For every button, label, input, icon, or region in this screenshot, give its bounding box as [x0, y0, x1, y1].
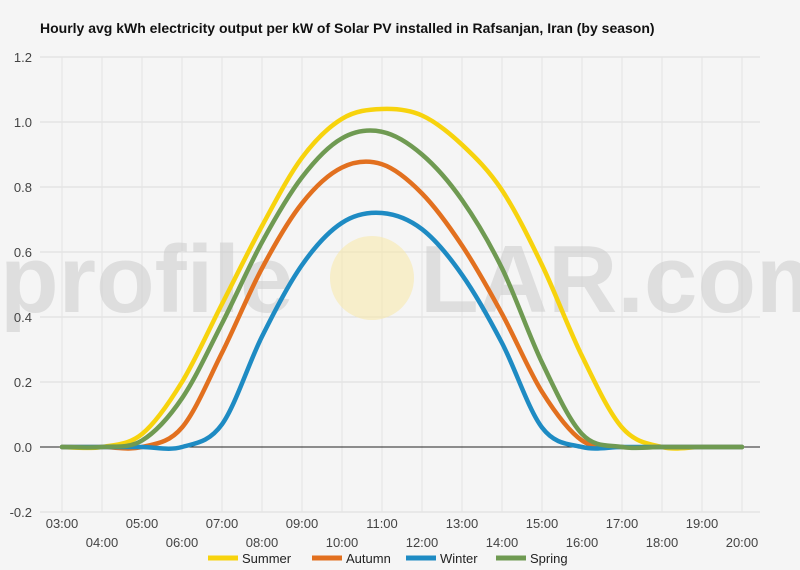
x-tick-label: 03:00: [46, 516, 79, 531]
x-tick-label: 15:00: [526, 516, 559, 531]
x-tick-label: 19:00: [686, 516, 719, 531]
series-lines: [59, 106, 745, 451]
y-tick-label: 1.0: [14, 115, 32, 130]
x-tick-label: 14:00: [486, 535, 519, 550]
x-tick-label: 13:00: [446, 516, 479, 531]
y-tick-label: 0.8: [14, 180, 32, 195]
x-tick-label: 11:00: [366, 516, 398, 531]
watermark: profile LAR.com: [0, 226, 800, 333]
x-tick-label: 06:00: [166, 535, 199, 550]
x-tick-label: 20:00: [726, 535, 759, 550]
y-tick-label: 0.2: [14, 375, 32, 390]
x-tick-label: 07:00: [206, 516, 239, 531]
y-axis-ticks: 1.2 1.0 0.8 0.6 0.4 0.2 0.0 -0.2: [10, 50, 32, 520]
x-tick-label: 04:00: [86, 535, 119, 550]
legend: Summer Autumn Winter Spring: [208, 551, 568, 566]
x-tick-label: 05:00: [126, 516, 159, 531]
x-tick-label: 18:00: [646, 535, 679, 550]
legend-label-summer: Summer: [242, 551, 292, 566]
watermark-text-left: profile: [0, 226, 293, 333]
chart-title: Hourly avg kWh electricity output per kW…: [40, 20, 655, 36]
x-tick-label: 08:00: [246, 535, 279, 550]
series-line-summer: [59, 106, 745, 451]
y-tick-label: -0.2: [10, 505, 32, 520]
y-tick-label: 0.6: [14, 245, 32, 260]
x-tick-label: 10:00: [326, 535, 359, 550]
x-axis-ticks: 03:00 04:00 05:00 06:00 07:00 08:00 09:00 10:00…: [46, 516, 759, 550]
watermark-sun-circle: [330, 236, 414, 320]
legend-label-spring: Spring: [530, 551, 568, 566]
y-tick-label: 0.4: [14, 310, 32, 325]
x-tick-label: 12:00: [406, 535, 439, 550]
y-tick-label: 0.0: [14, 440, 32, 455]
x-tick-label: 09:00: [286, 516, 319, 531]
y-tick-label: 1.2: [14, 50, 32, 65]
series-line-spring: [59, 128, 745, 451]
x-tick-label: 16:00: [566, 535, 599, 550]
x-tick-label: 17:00: [606, 516, 639, 531]
legend-label-autumn: Autumn: [346, 551, 391, 566]
legend-label-winter: Winter: [440, 551, 478, 566]
watermark-text-right: LAR.com: [420, 226, 800, 333]
